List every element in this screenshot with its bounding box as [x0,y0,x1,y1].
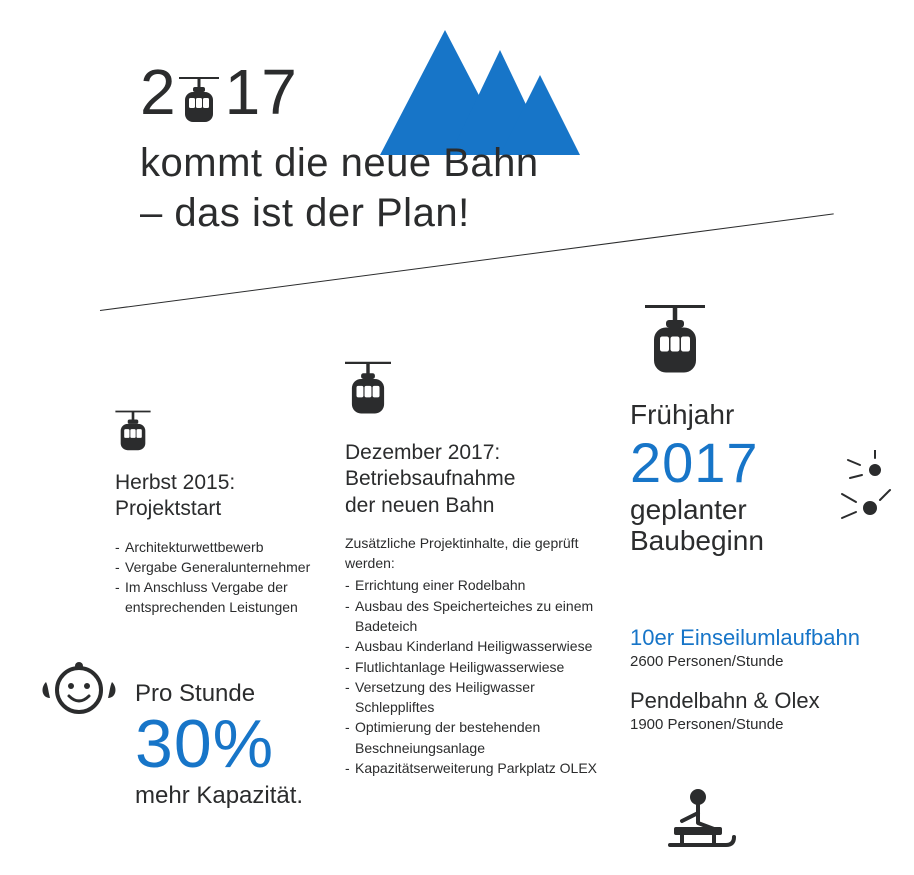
milestone-title-line: Dezember 2017: [345,440,605,466]
system-b-capacity: 1900 Personen/Stunde [630,716,860,733]
milestone-title-line: der neuen Bahn [345,493,605,519]
capacity-percent: 30% [135,710,303,778]
milestone-title-line: Projektstart [115,496,325,522]
infographic-header: 2 17 kommt die neue Bahn – das ist der P… [140,60,539,238]
bullet-list: -Architekturwettbewerb -Vergabe Generalu… [115,537,325,618]
sled-icon [660,785,740,855]
bullet-list: -Errichtung einer Rodelbahn -Ausbau des … [345,575,605,778]
child-face-icon [40,660,118,720]
gondola-icon [645,300,705,376]
system-a-capacity: 2600 Personen/Stunde [630,653,860,670]
bullet-item: Errichtung einer Rodelbahn [355,575,525,595]
bullet-item: Optimierung der bestehenden Beschneiungs… [355,717,605,758]
bullet-item: Ausbau Kinderland Heiligwasserwiese [355,636,592,656]
bullets-intro: Zusätzliche Projektinhalte, die geprüft … [345,533,605,574]
capacity-line: mehr Kapazität. [135,782,303,810]
milestone-herbst-2015: Herbst 2015: Projektstart -Architekturwe… [115,400,325,618]
gondola-icon [179,74,219,124]
milestone-dezember-2017: Dezember 2017: Betriebsaufnahme der neue… [345,400,605,778]
system-b-name: Pendelbahn & Olex [630,688,860,714]
bullet-item: Vergabe Generalunternehmer [125,557,310,577]
bullet-item: Kapazitätserweiterung Parkplatz OLEX [355,758,597,778]
header-subtitle-line1: kommt die neue Bahn [140,138,539,188]
milestone-top-label: Frühjahr [630,400,880,431]
confetti-icon [820,450,900,550]
bullet-item: Architekturwettbewerb [125,537,264,557]
system-a-name: 10er Einseilumlaufbahn [630,625,860,651]
header-year-prefix: 2 [140,60,177,124]
bullet-item: Im Anschluss Vergabe der entsprechenden … [125,577,325,618]
header-year-suffix: 17 [225,60,298,124]
milestone-title-line: Betriebsaufnahme [345,466,605,492]
systems-block: 10er Einseilumlaufbahn 2600 Personen/Stu… [630,625,860,733]
bullet-item: Versetzung des Heiligwasser Schlepplifte… [355,677,605,718]
bullet-item: Ausbau des Speicherteiches zu einem Bade… [355,596,605,637]
capacity-line: Pro Stunde [135,680,303,708]
milestone-title-line: Herbst 2015: [115,470,325,496]
header-subtitle-line2: – das ist der Plan! [140,188,539,238]
bullet-item: Flutlichtanlage Heiligwasserwiese [355,657,564,677]
capacity-block: Pro Stunde 30% mehr Kapazität. [135,680,303,810]
